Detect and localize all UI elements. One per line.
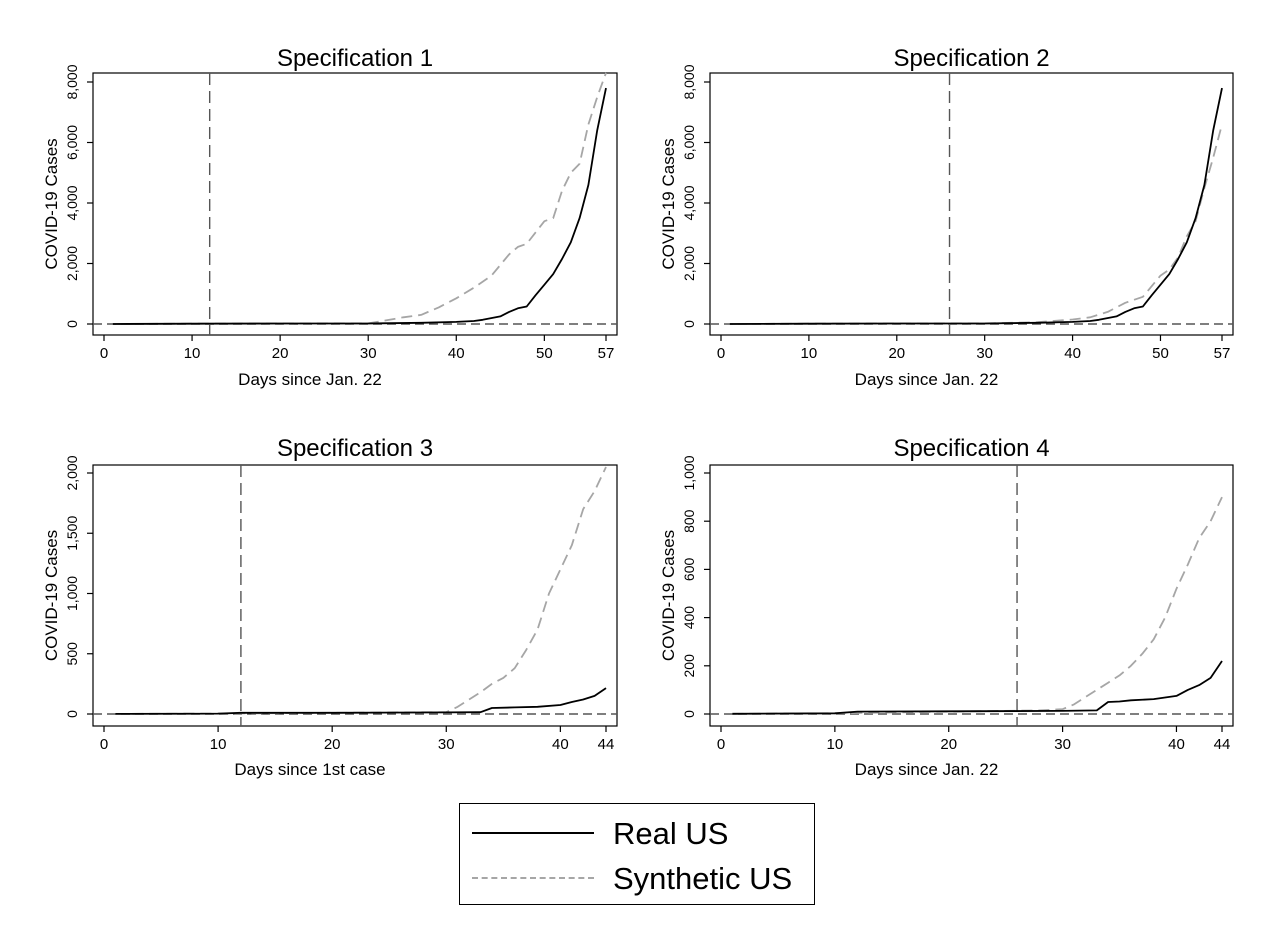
spec2-real-series-line bbox=[729, 87, 1223, 325]
spec2-y-tick-label: 4,000 bbox=[681, 185, 697, 220]
spec4-y-tick-label: 400 bbox=[681, 606, 697, 630]
legend: Real US Synthetic US bbox=[459, 803, 815, 905]
spec4-y-tick-label: 800 bbox=[681, 509, 697, 533]
spec2-x-axis-label: Days since Jan. 22 bbox=[855, 370, 999, 389]
spec4-y-axis-label: COVID-19 Cases bbox=[659, 530, 678, 661]
spec1-plot-frame bbox=[92, 72, 618, 336]
spec1-y-axis-label: COVID-19 Cases bbox=[42, 138, 61, 269]
spec1-y-tick-label: 8,000 bbox=[64, 64, 80, 99]
spec1-y-tick-label: 6,000 bbox=[64, 125, 80, 160]
spec2-y-tick-label: 6,000 bbox=[681, 125, 697, 160]
spec2-x-tick-label: 30 bbox=[976, 345, 993, 362]
spec1-x-tick-label: 20 bbox=[272, 345, 289, 362]
legend-synthetic-swatch bbox=[472, 877, 594, 883]
spec1-x-axis-label: Days since Jan. 22 bbox=[238, 370, 382, 389]
spec3-y-tick-label: 1,500 bbox=[64, 516, 80, 551]
spec4-synthetic-series-line bbox=[732, 496, 1223, 715]
spec2-y-tick-label: 8,000 bbox=[681, 64, 697, 99]
spec3-x-tick-label: 40 bbox=[552, 736, 569, 753]
spec2-plot-frame bbox=[709, 72, 1234, 336]
spec4-title: Specification 4 bbox=[893, 435, 1049, 462]
spec1-x-tick-label: 57 bbox=[598, 345, 615, 362]
spec2-x-tick-label: 20 bbox=[888, 345, 905, 362]
spec3-y-tick-label: 500 bbox=[64, 642, 80, 666]
spec3-x-axis-label: Days since 1st case bbox=[234, 760, 385, 779]
spec2-x-tick-label: 10 bbox=[801, 345, 818, 362]
spec4-plot-frame bbox=[709, 464, 1234, 727]
spec2-x-tick-label: 57 bbox=[1214, 345, 1231, 362]
spec1-x-tick-label: 50 bbox=[536, 345, 553, 362]
spec1-y-tick-label: 2,000 bbox=[64, 246, 80, 281]
spec3-y-tick-label: 2,000 bbox=[64, 455, 80, 490]
spec4-y-tick-label: 1,000 bbox=[681, 455, 697, 490]
spec2-x-tick-label: 40 bbox=[1064, 345, 1081, 362]
spec3-x-tick-label: 0 bbox=[100, 736, 108, 753]
spec4-real-series-line bbox=[732, 660, 1223, 715]
spec3-x-tick-label: 10 bbox=[210, 736, 227, 753]
spec1-x-tick-label: 0 bbox=[100, 345, 108, 362]
spec1-x-tick-label: 30 bbox=[360, 345, 377, 362]
spec3-synthetic-series-line bbox=[115, 466, 607, 715]
spec4-y-tick-label: 600 bbox=[681, 558, 697, 582]
spec3-x-tick-label: 44 bbox=[598, 736, 615, 753]
spec3-y-tick-label: 1,000 bbox=[64, 576, 80, 611]
spec2-x-tick-label: 50 bbox=[1152, 345, 1169, 362]
spec1-synthetic-series-line bbox=[112, 72, 607, 325]
spec1-real-series-line bbox=[112, 87, 607, 325]
spec4-x-axis-label: Days since Jan. 22 bbox=[855, 760, 999, 779]
spec4-y-tick-label: 200 bbox=[681, 654, 697, 678]
spec1-y-tick-label: 0 bbox=[64, 320, 80, 328]
spec2-y-tick-label: 0 bbox=[681, 320, 697, 328]
spec3-plot-frame bbox=[92, 464, 618, 727]
spec4-x-tick-label: 20 bbox=[940, 736, 957, 753]
spec4-x-tick-label: 30 bbox=[1054, 736, 1071, 753]
legend-real-swatch bbox=[472, 832, 594, 838]
legend-synthetic-label: Synthetic US bbox=[613, 861, 793, 896]
spec4-x-tick-label: 44 bbox=[1214, 736, 1231, 753]
spec4-x-tick-label: 0 bbox=[717, 736, 725, 753]
spec2-y-tick-label: 2,000 bbox=[681, 246, 697, 281]
spec2-title: Specification 2 bbox=[893, 45, 1049, 72]
spec3-y-tick-label: 0 bbox=[64, 710, 80, 718]
spec4-y-tick-label: 0 bbox=[681, 710, 697, 718]
spec1-title: Specification 1 bbox=[277, 45, 433, 72]
spec1-y-tick-label: 4,000 bbox=[64, 185, 80, 220]
spec1-x-tick-label: 10 bbox=[184, 345, 201, 362]
spec3-x-tick-label: 30 bbox=[438, 736, 455, 753]
spec4-x-tick-label: 10 bbox=[827, 736, 844, 753]
legend-real-label: Real US bbox=[613, 816, 729, 851]
spec3-x-tick-label: 20 bbox=[324, 736, 341, 753]
spec1-x-tick-label: 40 bbox=[448, 345, 465, 362]
spec2-x-tick-label: 0 bbox=[717, 345, 725, 362]
spec3-real-series-line bbox=[115, 687, 607, 715]
spec2-synthetic-series-line bbox=[729, 124, 1223, 325]
spec2-y-axis-label: COVID-19 Cases bbox=[659, 138, 678, 269]
spec3-title: Specification 3 bbox=[277, 435, 433, 462]
spec4-x-tick-label: 40 bbox=[1168, 736, 1185, 753]
spec3-y-axis-label: COVID-19 Cases bbox=[42, 530, 61, 661]
